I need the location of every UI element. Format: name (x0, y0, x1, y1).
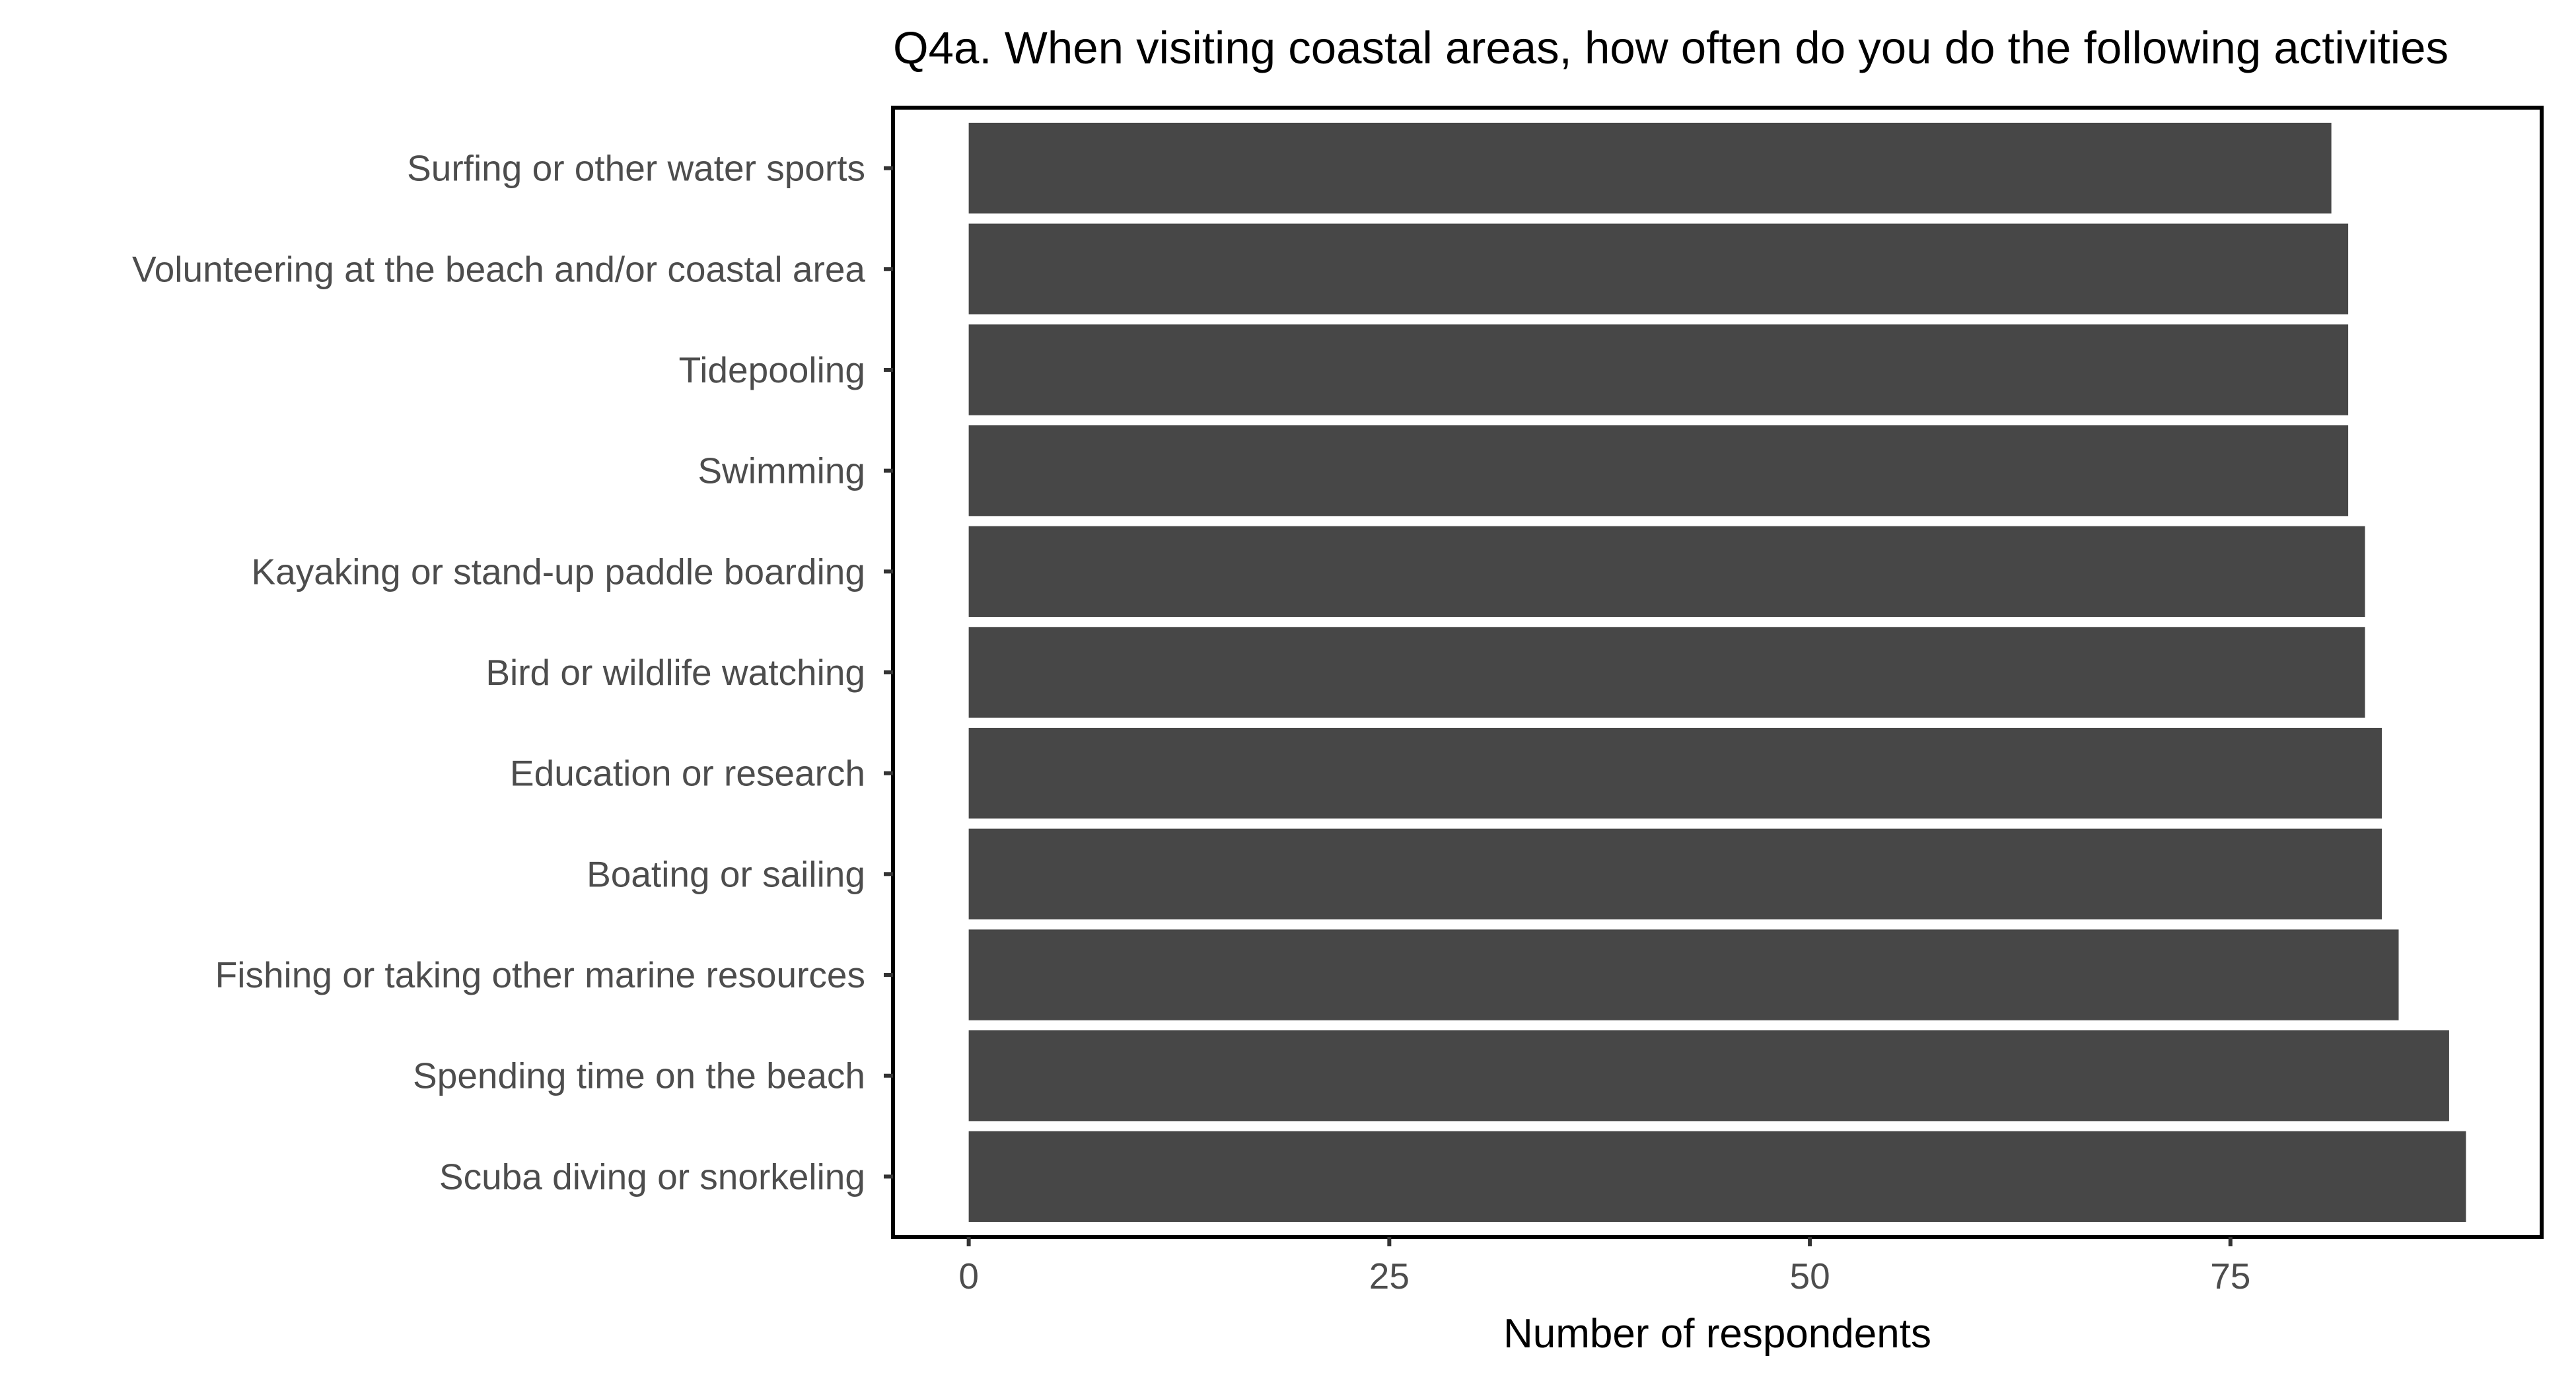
y-tick-label: Kayaking or stand-up paddle boarding (251, 551, 865, 592)
y-tick-label: Fishing or taking other marine resources (215, 954, 865, 995)
bar (968, 122, 2332, 214)
y-tick-label: Volunteering at the beach and/or coastal… (132, 248, 865, 289)
y-tick-label: Boating or sailing (587, 853, 865, 894)
y-tick-label: Surfing or other water sports (407, 148, 865, 189)
bar (968, 526, 2365, 618)
bar (968, 1030, 2449, 1121)
y-axis: Surfing or other water sports Volunteerin… (132, 148, 893, 1197)
bar (968, 828, 2382, 920)
bar (968, 223, 2349, 314)
y-tick-label: Tidepooling (679, 349, 865, 390)
x-axis-title: Number of respondents (1503, 1311, 1931, 1357)
x-axis: 0 25 50 75 (958, 1237, 2250, 1297)
x-tick-label: 50 (1789, 1256, 1830, 1297)
bar (968, 1131, 2466, 1223)
y-tick-label: Spending time on the beach (413, 1055, 865, 1096)
y-tick-label: Scuba diving or snorkeling (439, 1156, 865, 1197)
bars-group (968, 122, 2466, 1223)
y-tick-label: Bird or wildlife watching (485, 652, 865, 693)
bar (968, 324, 2349, 415)
y-tick-label: Education or research (510, 753, 865, 794)
bar (968, 627, 2365, 718)
x-tick-label: 0 (958, 1256, 979, 1297)
chart-title: Q4a. When visiting coastal areas, how of… (893, 22, 2449, 73)
bar (968, 727, 2382, 819)
bar (968, 929, 2399, 1020)
bar (968, 425, 2349, 516)
x-tick-label: 25 (1369, 1256, 1410, 1297)
x-tick-label: 75 (2210, 1256, 2250, 1297)
y-tick-label: Swimming (698, 450, 865, 491)
